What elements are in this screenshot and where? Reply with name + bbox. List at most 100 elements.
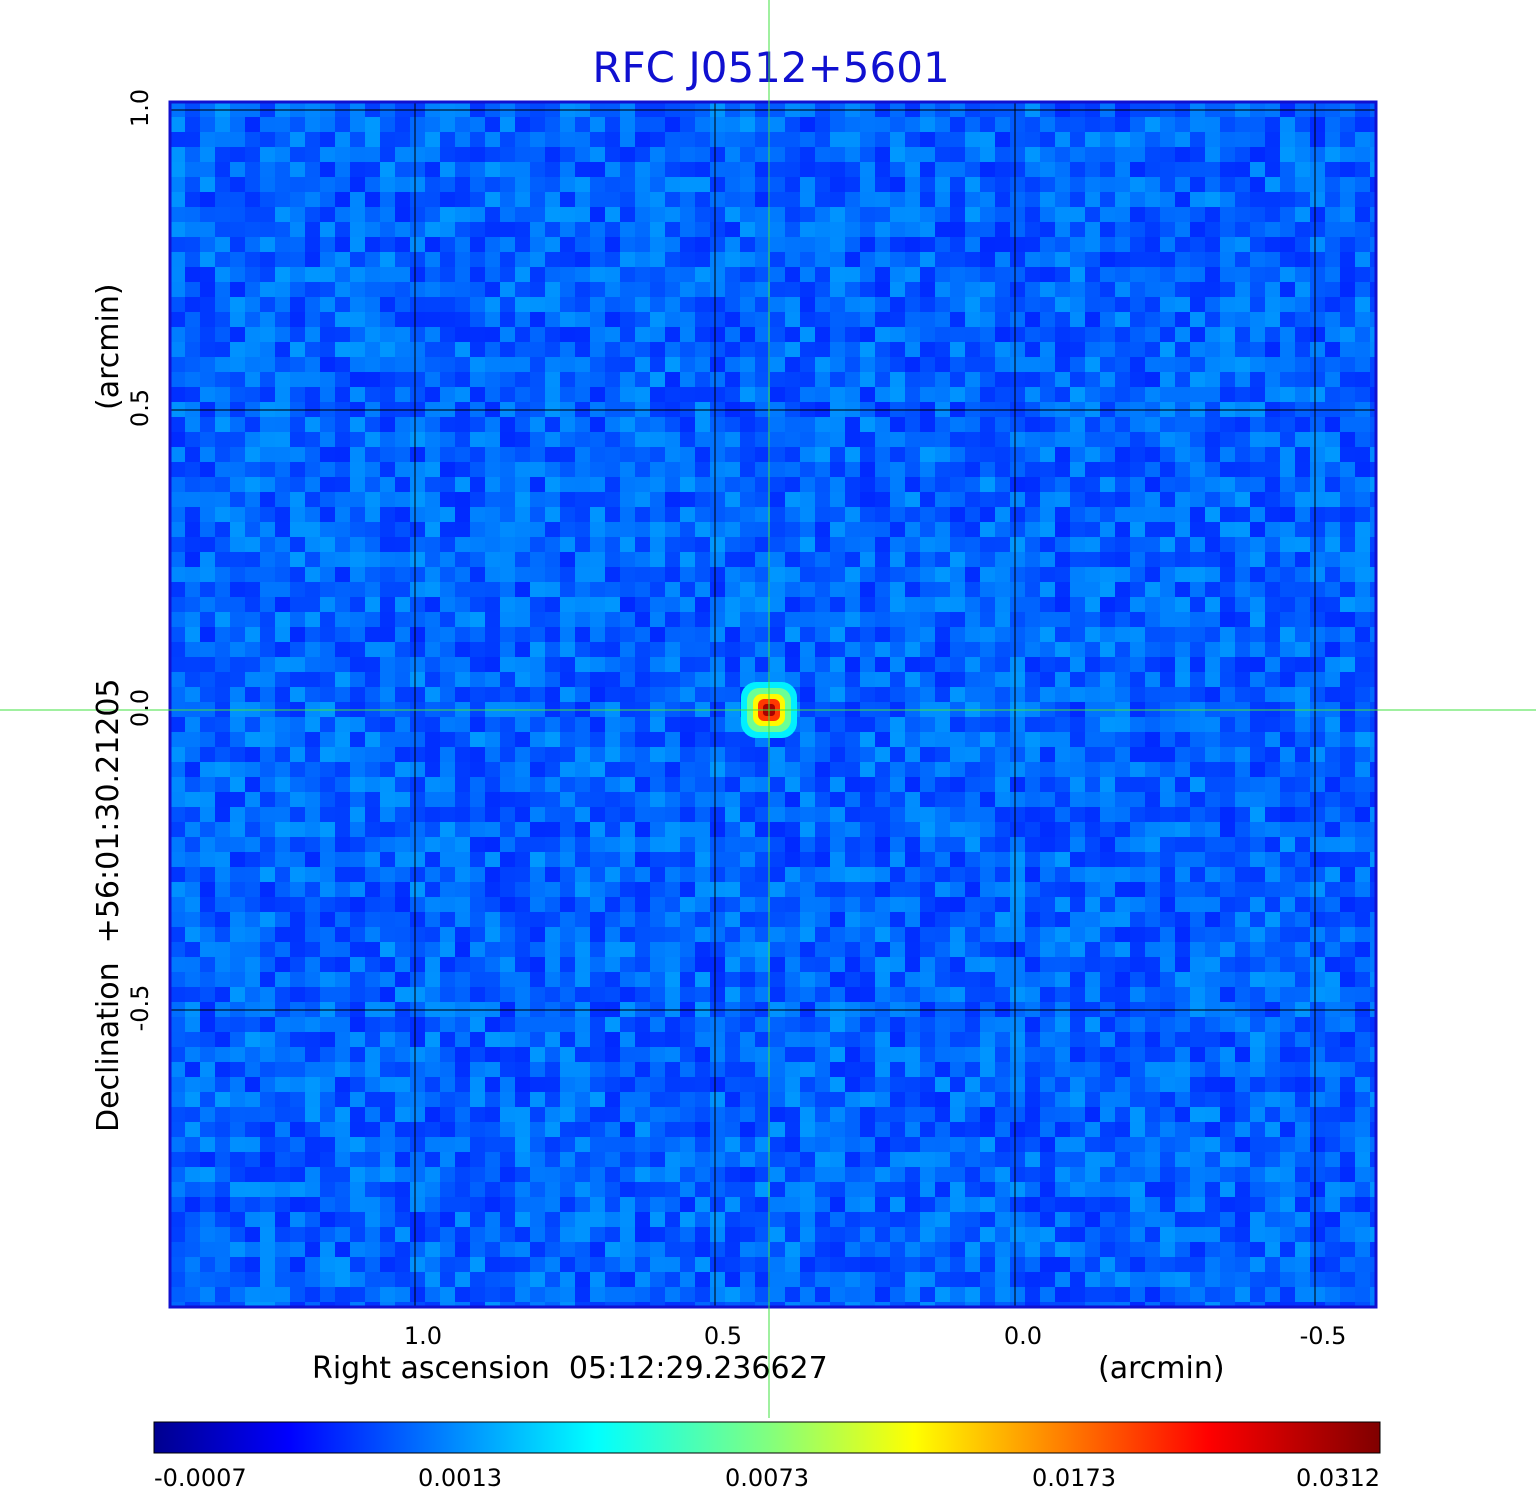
image-pixel [320,882,335,897]
image-pixel [1010,342,1025,357]
image-pixel [350,972,365,987]
image-pixel [500,432,515,447]
image-pixel [1295,957,1310,972]
image-pixel [605,627,620,642]
image-pixel [965,852,980,867]
image-pixel [455,372,470,387]
image-pixel [695,537,710,552]
image-pixel [485,717,500,732]
image-pixel [1370,987,1376,1002]
image-pixel [170,297,185,312]
image-pixel [980,537,995,552]
image-pixel [305,177,320,192]
image-pixel [170,657,185,672]
image-pixel [590,462,605,477]
image-pixel [290,177,305,192]
image-pixel [200,897,215,912]
image-pixel [1040,117,1055,132]
image-pixel [830,792,845,807]
image-pixel [710,147,725,162]
image-pixel [1220,897,1235,912]
image-pixel [710,1017,725,1032]
image-pixel [950,612,965,627]
image-pixel [1130,612,1145,627]
image-pixel [305,807,320,822]
image-pixel [515,507,530,522]
image-pixel [635,522,650,537]
image-pixel [620,627,635,642]
image-pixel [755,852,770,867]
image-pixel [1160,927,1175,942]
image-pixel [620,957,635,972]
image-pixel [665,717,680,732]
image-pixel [260,342,275,357]
image-pixel [1040,552,1055,567]
image-pixel [950,957,965,972]
image-pixel [935,657,950,672]
image-pixel [875,507,890,522]
image-pixel [815,867,830,882]
image-pixel [710,627,725,642]
image-pixel [1325,297,1340,312]
image-pixel [725,762,740,777]
image-pixel [575,162,590,177]
image-pixel [725,372,740,387]
image-pixel [845,252,860,267]
image-pixel [635,222,650,237]
image-pixel [1265,372,1280,387]
image-pixel [815,912,830,927]
image-pixel [680,657,695,672]
image-pixel [905,537,920,552]
image-pixel [1265,942,1280,957]
image-pixel [560,252,575,267]
image-pixel [560,837,575,852]
image-pixel [1190,117,1205,132]
image-pixel [515,777,530,792]
image-pixel [1085,462,1100,477]
image-pixel [590,267,605,282]
image-pixel [560,822,575,837]
image-pixel [425,912,440,927]
image-pixel [770,612,785,627]
image-pixel [665,957,680,972]
image-pixel [1055,492,1070,507]
image-pixel [1220,267,1235,282]
image-pixel [695,927,710,942]
image-pixel [890,342,905,357]
image-pixel [1085,357,1100,372]
image-pixel [425,567,440,582]
image-pixel [890,612,905,627]
image-pixel [515,477,530,492]
image-pixel [1100,522,1115,537]
image-pixel [350,957,365,972]
image-pixel [380,327,395,342]
image-pixel [230,162,245,177]
image-pixel [230,522,245,537]
image-pixel [605,822,620,837]
image-pixel [425,687,440,702]
image-pixel [995,312,1010,327]
image-pixel [935,927,950,942]
image-pixel [785,177,800,192]
image-pixel [965,267,980,282]
image-pixel [365,207,380,222]
image-pixel [1100,927,1115,942]
image-pixel [830,507,845,522]
image-pixel [905,297,920,312]
image-pixel [950,162,965,177]
image-pixel [1145,912,1160,927]
image-pixel [425,732,440,747]
image-pixel [770,807,785,822]
image-pixel [845,882,860,897]
image-pixel [1025,372,1040,387]
image-pixel [1325,837,1340,852]
image-pixel [710,597,725,612]
image-pixel [1220,177,1235,192]
image-pixel [1175,732,1190,747]
image-pixel [980,447,995,462]
image-pixel [545,897,560,912]
image-pixel [350,687,365,702]
image-pixel [500,387,515,402]
image-pixel [635,957,650,972]
image-pixel [1100,552,1115,567]
